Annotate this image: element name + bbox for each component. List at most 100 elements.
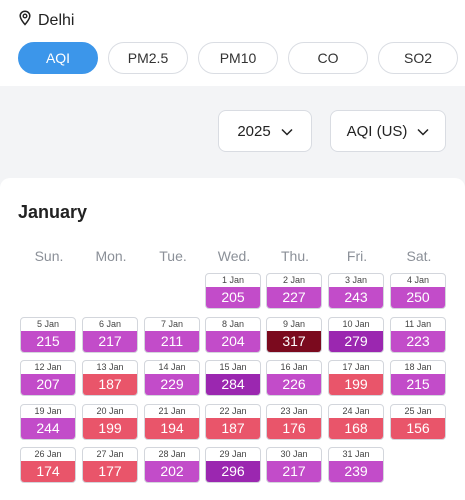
day-aqi-value: 199 bbox=[329, 374, 383, 395]
calendar-day[interactable]: 31 Jan 239 bbox=[328, 447, 384, 483]
top-bar: Delhi AQI PM2.5 PM10 CO SO2 bbox=[0, 0, 465, 86]
chevron-down-icon bbox=[417, 123, 429, 140]
calendar-day[interactable]: 13 Jan 187 bbox=[82, 360, 138, 396]
weekday-label: Mon. bbox=[95, 248, 127, 264]
calendar-day[interactable]: 29 Jan 296 bbox=[205, 447, 261, 483]
day-date: 22 Jan bbox=[219, 405, 247, 416]
day-date: 5 Jan bbox=[36, 318, 60, 329]
day-date: 27 Jan bbox=[96, 449, 124, 459]
calendar-day[interactable]: 19 Jan 244 bbox=[20, 403, 76, 440]
calendar-day[interactable]: 24 Jan 168 bbox=[328, 403, 384, 440]
calendar-day[interactable]: 1 Jan 205 bbox=[205, 273, 261, 309]
calendar-day[interactable]: 21 Jan 194 bbox=[144, 403, 200, 440]
day-date: 6 Jan bbox=[98, 318, 122, 329]
day-aqi-value: 202 bbox=[145, 461, 199, 482]
day-aqi-value: 176 bbox=[267, 417, 321, 439]
day-aqi-value: 296 bbox=[206, 461, 260, 482]
calendar-day[interactable]: 25 Jan 156 bbox=[390, 403, 446, 440]
day-date: 20 Jan bbox=[96, 405, 124, 416]
weekday-label: Sun. bbox=[34, 248, 64, 264]
day-date: 18 Jan bbox=[404, 362, 432, 372]
year-dropdown[interactable]: 2025 bbox=[218, 110, 312, 152]
calendar-day[interactable]: 20 Jan 199 bbox=[82, 403, 138, 440]
tab-pm10[interactable]: PM10 bbox=[198, 42, 278, 74]
day-aqi-value: 279 bbox=[329, 330, 383, 352]
calendar-day[interactable]: 27 Jan 177 bbox=[82, 447, 138, 483]
day-date: 2 Jan bbox=[282, 275, 306, 285]
tab-co[interactable]: CO bbox=[288, 42, 368, 74]
day-aqi-value: 205 bbox=[206, 287, 260, 308]
calendar-day[interactable]: 15 Jan 284 bbox=[205, 360, 261, 396]
day-date: 17 Jan bbox=[342, 362, 370, 372]
calendar-day[interactable]: 8 Jan 204 bbox=[205, 316, 261, 353]
day-date: 16 Jan bbox=[280, 362, 308, 372]
day-aqi-value: 168 bbox=[329, 417, 383, 439]
metric-dropdown[interactable]: AQI (US) bbox=[330, 110, 446, 152]
weekday-label: Thu. bbox=[280, 248, 309, 264]
day-aqi-value: 187 bbox=[206, 417, 260, 439]
day-aqi-value: 207 bbox=[21, 374, 75, 395]
day-date: 21 Jan bbox=[158, 405, 186, 416]
day-date: 3 Jan bbox=[344, 275, 368, 285]
calendar-day[interactable]: 17 Jan 199 bbox=[328, 360, 384, 396]
calendar-card: January Sun. Mon. Tue. Wed. Thu. Fri. Sat. 1 J… bbox=[0, 178, 465, 500]
day-aqi-value: 156 bbox=[391, 417, 445, 439]
year-value: 2025 bbox=[237, 122, 271, 140]
calendar-day[interactable]: 14 Jan 229 bbox=[144, 360, 200, 396]
day-date: 24 Jan bbox=[342, 405, 370, 416]
day-aqi-value: 227 bbox=[267, 287, 321, 308]
day-aqi-value: 204 bbox=[206, 330, 260, 352]
tab-aqi[interactable]: AQI bbox=[18, 42, 98, 74]
day-aqi-value: 250 bbox=[391, 287, 445, 308]
tab-so2[interactable]: SO2 bbox=[378, 42, 458, 74]
calendar-day[interactable]: 4 Jan 250 bbox=[390, 273, 446, 309]
weekday-label: Fri. bbox=[346, 248, 368, 264]
day-aqi-value: 223 bbox=[391, 330, 445, 352]
day-date: 31 Jan bbox=[342, 449, 370, 459]
day-aqi-value: 239 bbox=[329, 461, 383, 482]
day-aqi-value: 243 bbox=[329, 287, 383, 308]
day-aqi-value: 215 bbox=[21, 330, 75, 352]
day-date: 11 Jan bbox=[404, 318, 432, 329]
calendar-day[interactable]: 10 Jan 279 bbox=[328, 316, 384, 353]
day-date: 15 Jan bbox=[219, 362, 247, 372]
day-date: 12 Jan bbox=[34, 362, 62, 372]
day-aqi-value: 174 bbox=[21, 461, 75, 482]
day-date: 9 Jan bbox=[282, 318, 306, 329]
day-aqi-value: 177 bbox=[83, 461, 137, 482]
calendar-day[interactable]: 16 Jan 226 bbox=[266, 360, 322, 396]
calendar-day[interactable]: 11 Jan 223 bbox=[390, 316, 446, 353]
weekday-label: Wed. bbox=[217, 248, 251, 264]
calendar-day[interactable]: 7 Jan 211 bbox=[144, 316, 200, 353]
calendar-day[interactable]: 22 Jan 187 bbox=[205, 403, 261, 440]
calendar-day[interactable]: 9 Jan 317 bbox=[266, 316, 322, 353]
calendar-day[interactable]: 3 Jan 243 bbox=[328, 273, 384, 309]
metric-value: AQI (US) bbox=[346, 122, 408, 140]
day-date: 14 Jan bbox=[158, 362, 186, 372]
map-pin-icon bbox=[18, 10, 32, 31]
day-aqi-value: 187 bbox=[83, 374, 137, 395]
month-title: January bbox=[18, 202, 88, 222]
day-aqi-value: 217 bbox=[83, 330, 137, 352]
calendar-day[interactable]: 6 Jan 217 bbox=[82, 316, 138, 353]
calendar-day[interactable]: 26 Jan 174 bbox=[20, 447, 76, 483]
chevron-down-icon bbox=[281, 123, 293, 140]
calendar-day[interactable]: 23 Jan 176 bbox=[266, 403, 322, 440]
location[interactable]: Delhi bbox=[18, 10, 74, 31]
day-date: 1 Jan bbox=[221, 275, 245, 285]
day-date: 19 Jan bbox=[34, 405, 62, 416]
calendar-day[interactable]: 5 Jan 215 bbox=[20, 316, 76, 353]
day-aqi-value: 211 bbox=[145, 330, 199, 352]
day-aqi-value: 317 bbox=[267, 330, 321, 352]
day-aqi-value: 217 bbox=[267, 461, 321, 482]
day-aqi-value: 199 bbox=[83, 417, 137, 439]
calendar-day[interactable]: 28 Jan 202 bbox=[144, 447, 200, 483]
calendar-day[interactable]: 18 Jan 215 bbox=[390, 360, 446, 396]
day-aqi-value: 244 bbox=[21, 417, 75, 439]
calendar-day[interactable]: 2 Jan 227 bbox=[266, 273, 322, 309]
calendar-day[interactable]: 30 Jan 217 bbox=[266, 447, 322, 483]
day-date: 10 Jan bbox=[342, 318, 370, 329]
calendar-day[interactable]: 12 Jan 207 bbox=[20, 360, 76, 396]
day-date: 8 Jan bbox=[221, 318, 245, 329]
tab-pm25[interactable]: PM2.5 bbox=[108, 42, 188, 74]
